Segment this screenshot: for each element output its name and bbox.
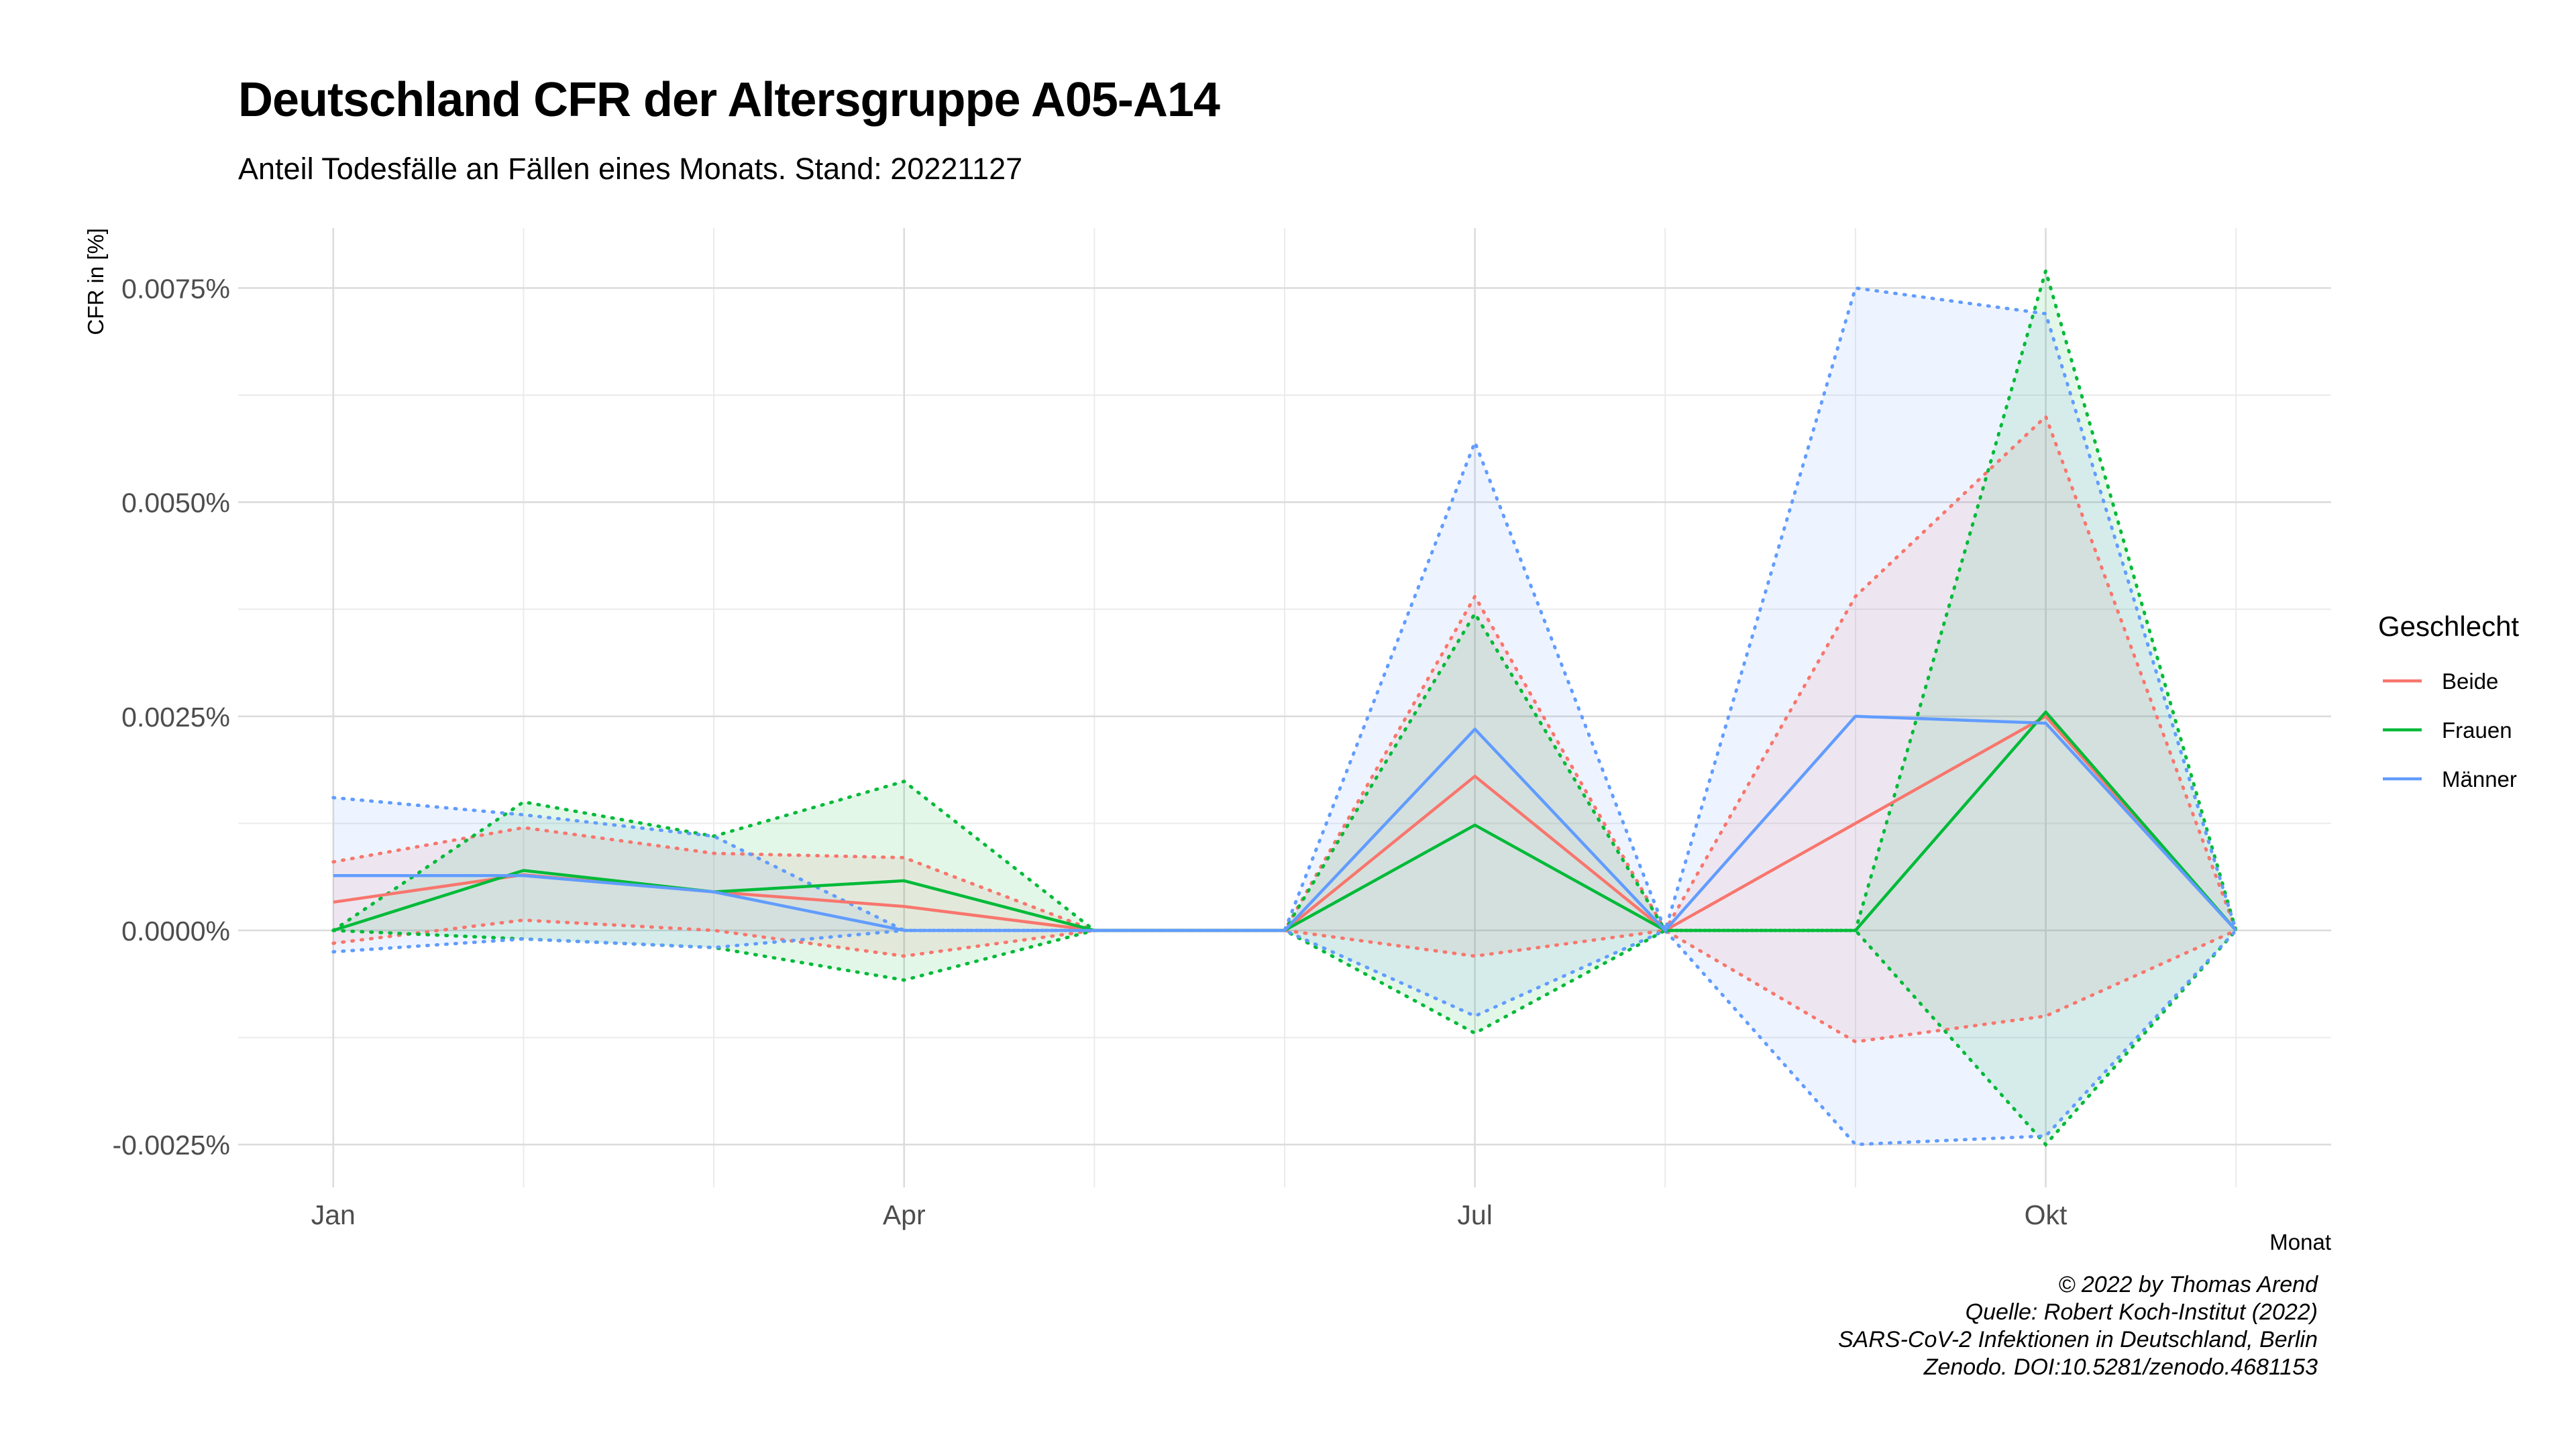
ribbon-frauen [333,270,2237,1145]
caption-line: Zenodo. DOI:10.5281/zenodo.4681153 [1923,1354,2318,1380]
legend-layer: Geschlecht Beide Frauen Männer [2378,610,2519,792]
legend-label-männer: Männer [2442,767,2517,792]
x-tick-label: Jan [311,1199,356,1230]
caption-line: Quelle: Robert Koch-Institut (2022) [1965,1299,2318,1325]
chart-title: Deutschland CFR der Altersgruppe A05-A14 [238,73,1220,127]
chart-subtitle: Anteil Todesfälle an Fällen eines Monats… [238,152,1023,186]
caption-line: SARS-CoV-2 Infektionen in Deutschland, B… [1838,1327,2318,1352]
caption: © 2022 by Thomas Arend Quelle: Robert Ko… [1838,1271,2318,1381]
legend-label-beide: Beide [2442,669,2498,694]
y-axis-title: CFR in [%] [83,228,108,335]
y-tick-label: 0.0050% [121,488,230,519]
y-tick-label: -0.0025% [112,1130,230,1161]
series-line-männer [333,714,2237,932]
legend-label-frauen: Frauen [2442,718,2512,743]
legend-title: Geschlecht [2378,610,2519,642]
y-tick-label: 0.0025% [121,702,230,733]
y-tick-label: 0.0000% [121,916,230,947]
caption-line: © 2022 by Thomas Arend [2058,1272,2318,1297]
line-layer [333,710,2237,932]
y-tick-label: 0.0075% [121,273,230,304]
x-tick-label: Apr [883,1199,926,1230]
axis-layer: -0.0025% 0.0000% 0.0025% 0.0050% 0.0075% Jan A… [83,228,2331,1254]
x-tick-label: Okt [2025,1199,2068,1230]
x-tick-label: Jul [1457,1199,1492,1230]
x-axis-title: Monat [2269,1230,2331,1254]
lower-bound-männer [331,928,2238,1146]
grid-layer [238,228,2331,1187]
